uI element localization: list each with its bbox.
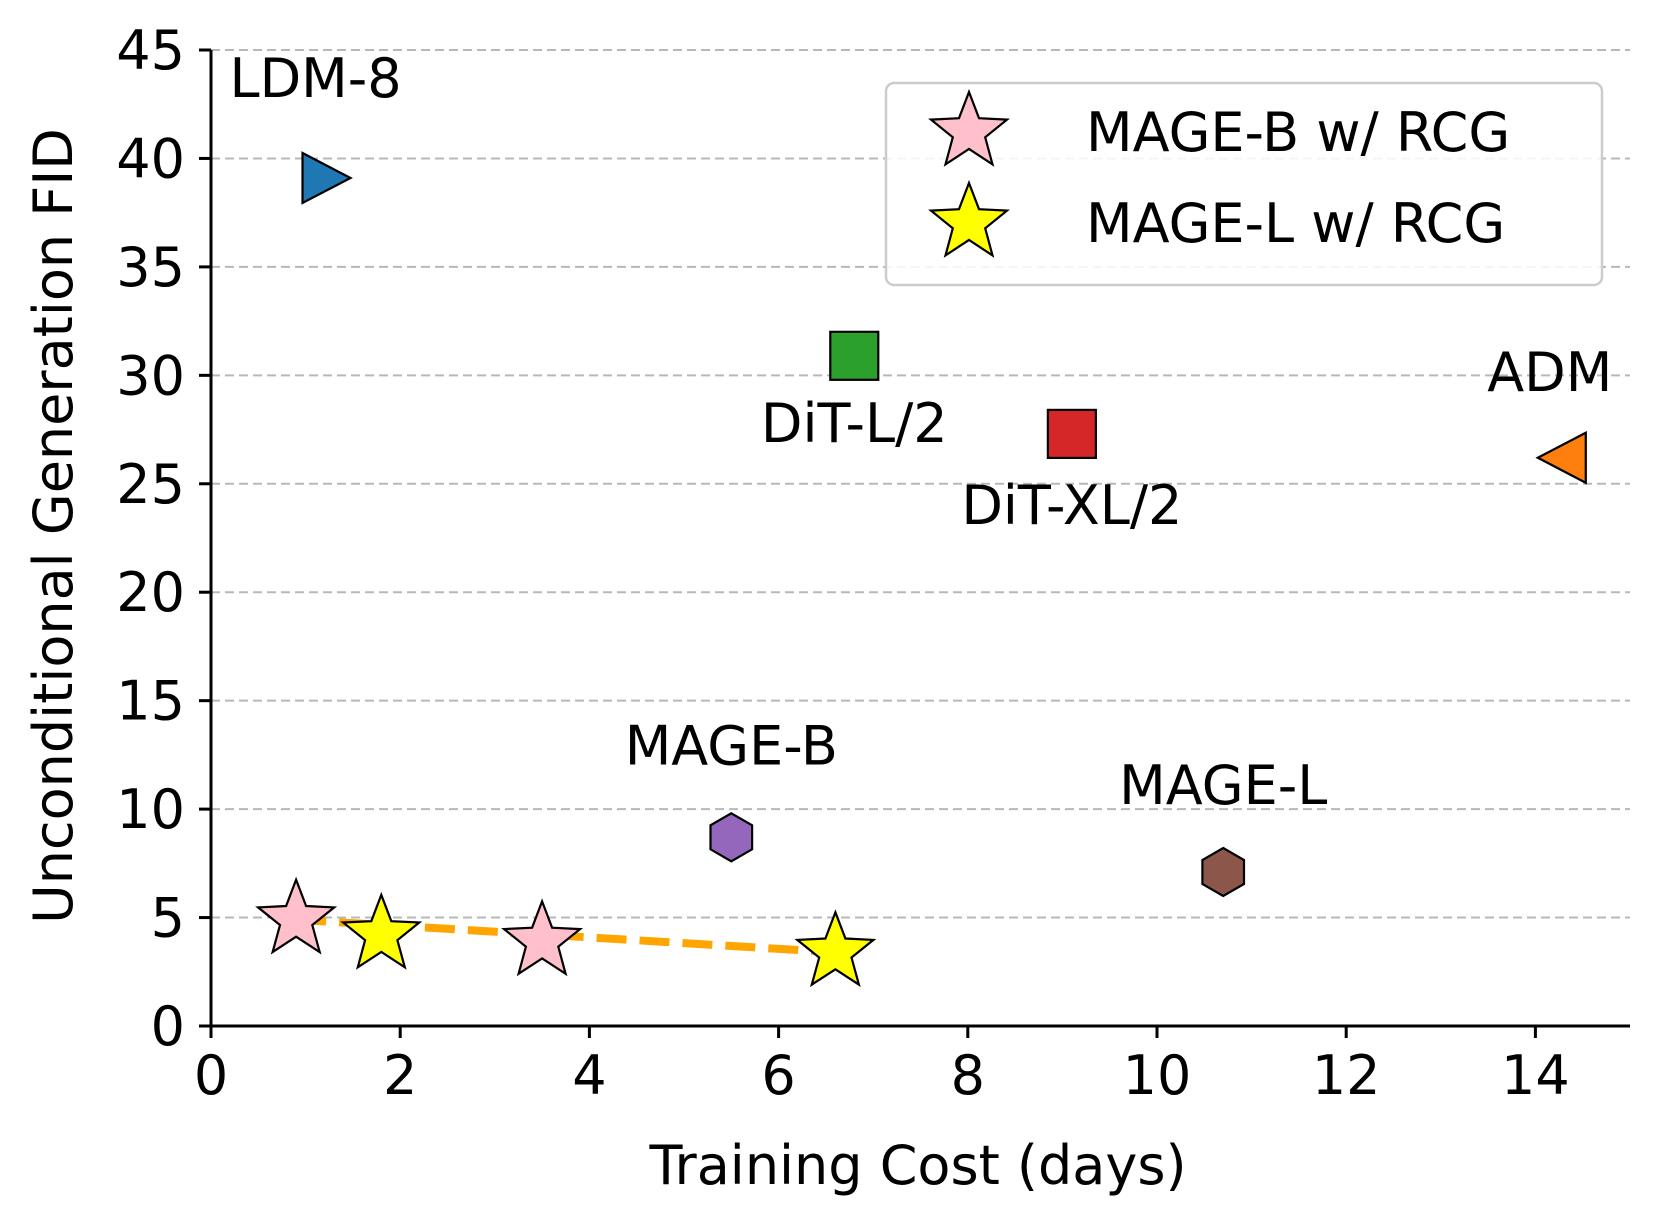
y-tick-label: 0 — [151, 995, 185, 1058]
marker-mage-b — [709, 812, 754, 863]
x-tick-label: 2 — [383, 1044, 417, 1107]
y-tick-label: 5 — [151, 887, 185, 950]
y-tick-label: 45 — [116, 19, 185, 82]
legend-marker — [928, 179, 1010, 258]
label-adm: ADM — [1487, 341, 1612, 404]
y-tick-label: 15 — [116, 670, 185, 733]
y-tick-label: 35 — [116, 236, 185, 299]
marker-dit-xl-2 — [1046, 408, 1097, 459]
star-mage-l-w-rcg — [340, 891, 423, 970]
marker-dit-l-2 — [829, 330, 880, 381]
x-tick-label: 14 — [1501, 1044, 1570, 1107]
axes — [199, 48, 1630, 1038]
x-tick-label: 6 — [761, 1044, 795, 1107]
star-mage-b-w-rcg — [501, 898, 584, 977]
x-tick-label: 10 — [1123, 1044, 1192, 1107]
legend-label: MAGE-B w/ RCG — [1086, 101, 1510, 164]
x-tick-label: 8 — [951, 1044, 985, 1107]
x-axis-label: Training Cost (days) — [648, 1134, 1186, 1197]
x-tick-label: 4 — [572, 1044, 606, 1107]
y-tick-label: 20 — [116, 561, 185, 624]
y-axis-label: Unconditional Generation FID — [22, 128, 85, 924]
y-tick-label: 40 — [116, 127, 185, 190]
label-mage-l: MAGE-L — [1119, 754, 1327, 817]
star-mage-l-w-rcg — [794, 909, 877, 988]
marker-adm — [1535, 430, 1587, 485]
x-tick-label: 12 — [1312, 1044, 1381, 1107]
label-mage-b: MAGE-B — [625, 714, 838, 777]
label-dit-xl-2: DiT-XL/2 — [961, 474, 1182, 537]
x-tick-label: 0 — [194, 1044, 228, 1107]
y-tick-label: 25 — [116, 453, 185, 516]
data-markers — [255, 151, 1587, 988]
y-tick-label: 10 — [116, 778, 185, 841]
label-dit-l-2: DiT-L/2 — [761, 392, 948, 455]
label-ldm-8: LDM-8 — [230, 47, 402, 110]
tick-labels: 0 2 4 6 8 10 12 14 0 5 10 15 20 25 30 35 40 45 — [116, 19, 1569, 1107]
legend-marker — [928, 88, 1010, 167]
y-tick-label: 30 — [116, 344, 185, 407]
legend-label: MAGE-L w/ RCG — [1086, 192, 1505, 255]
marker-ldm-8 — [301, 151, 353, 205]
legend: MAGE-B w/ RCG MAGE-L w/ RCG — [884, 81, 1604, 287]
legend-box — [884, 81, 1604, 287]
marker-mage-l — [1201, 846, 1246, 898]
star-mage-b-w-rcg — [255, 876, 338, 955]
